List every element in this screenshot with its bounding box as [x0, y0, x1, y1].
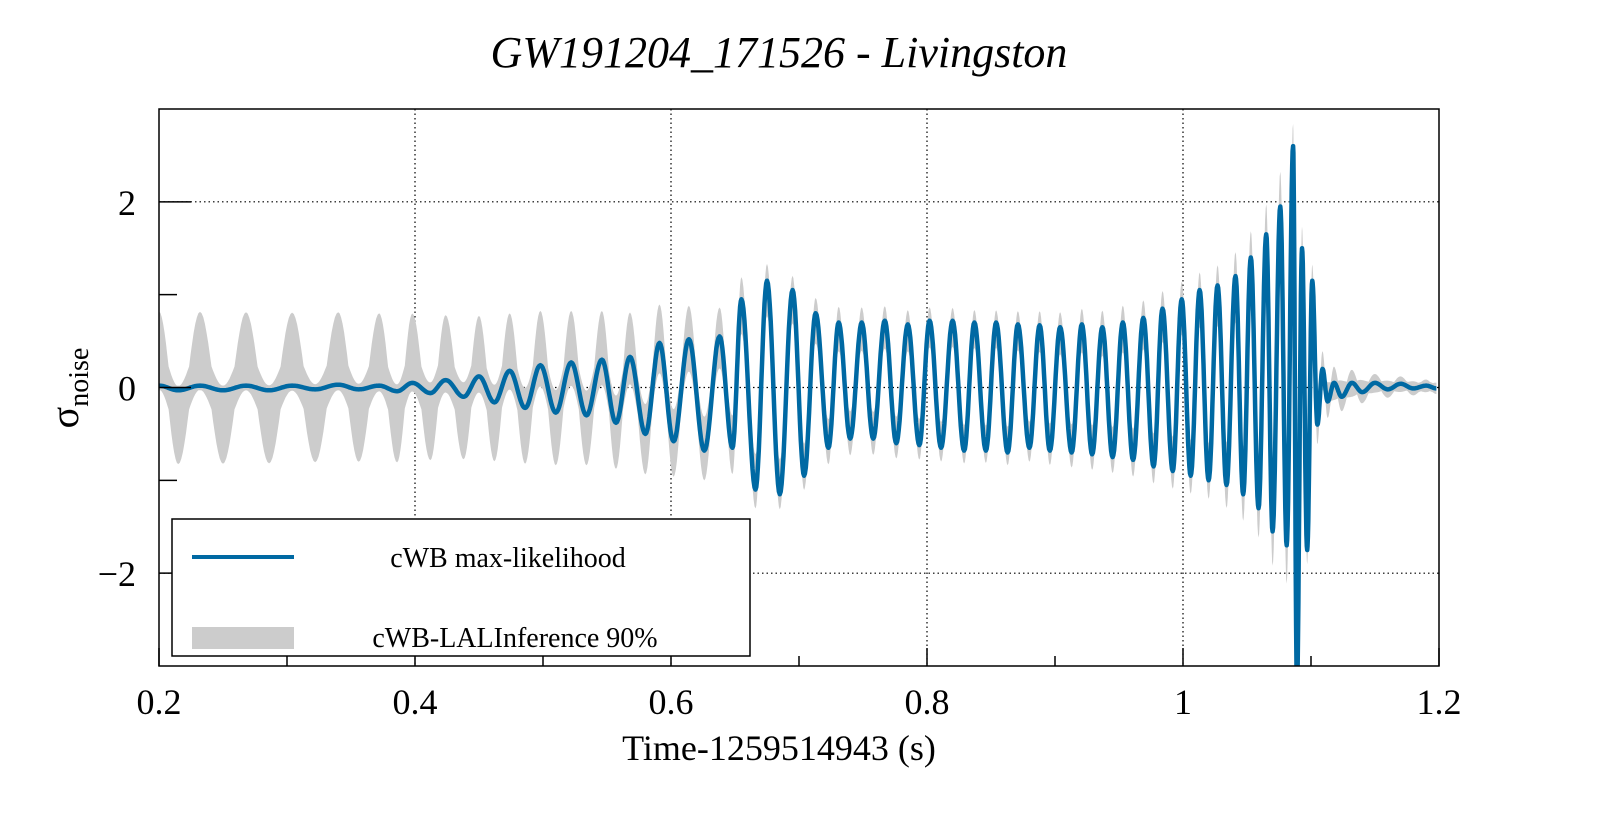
legend-band-swatch — [192, 627, 294, 649]
legend: cWB max-likelihood cWB-LALInference 90% — [171, 518, 751, 657]
x-tick-label: 0.6 — [649, 682, 694, 722]
legend-label-90-band: cWB-LALInference 90% — [372, 623, 657, 654]
x-tick-label: 0.4 — [393, 682, 438, 722]
legend-label-max-likelihood: cWB max-likelihood — [390, 543, 626, 574]
x-tick-label: 0.2 — [137, 682, 182, 722]
y-axis-label: σnoise — [42, 348, 95, 429]
chart-title: GW191204_171526 - Livingston — [491, 28, 1068, 77]
y-tick-labels: −2 0 2 — [98, 183, 136, 594]
x-tick-label: 1.2 — [1417, 682, 1462, 722]
waveform-path — [159, 143, 1438, 666]
max-likelihood-line — [159, 143, 1438, 666]
x-tick-label: 0.8 — [905, 682, 950, 722]
x-axis-label: Time-1259514943 (s) — [622, 728, 936, 768]
x-tick-labels: 0.2 0.4 0.6 0.8 1 1.2 — [137, 682, 1462, 722]
y-tick-label: −2 — [98, 554, 136, 594]
y-tick-label: 0 — [118, 369, 136, 409]
x-tick-label: 1 — [1174, 682, 1192, 722]
y-axis-label-sigma: σnoise — [42, 348, 95, 429]
y-tick-label: 2 — [118, 183, 136, 223]
